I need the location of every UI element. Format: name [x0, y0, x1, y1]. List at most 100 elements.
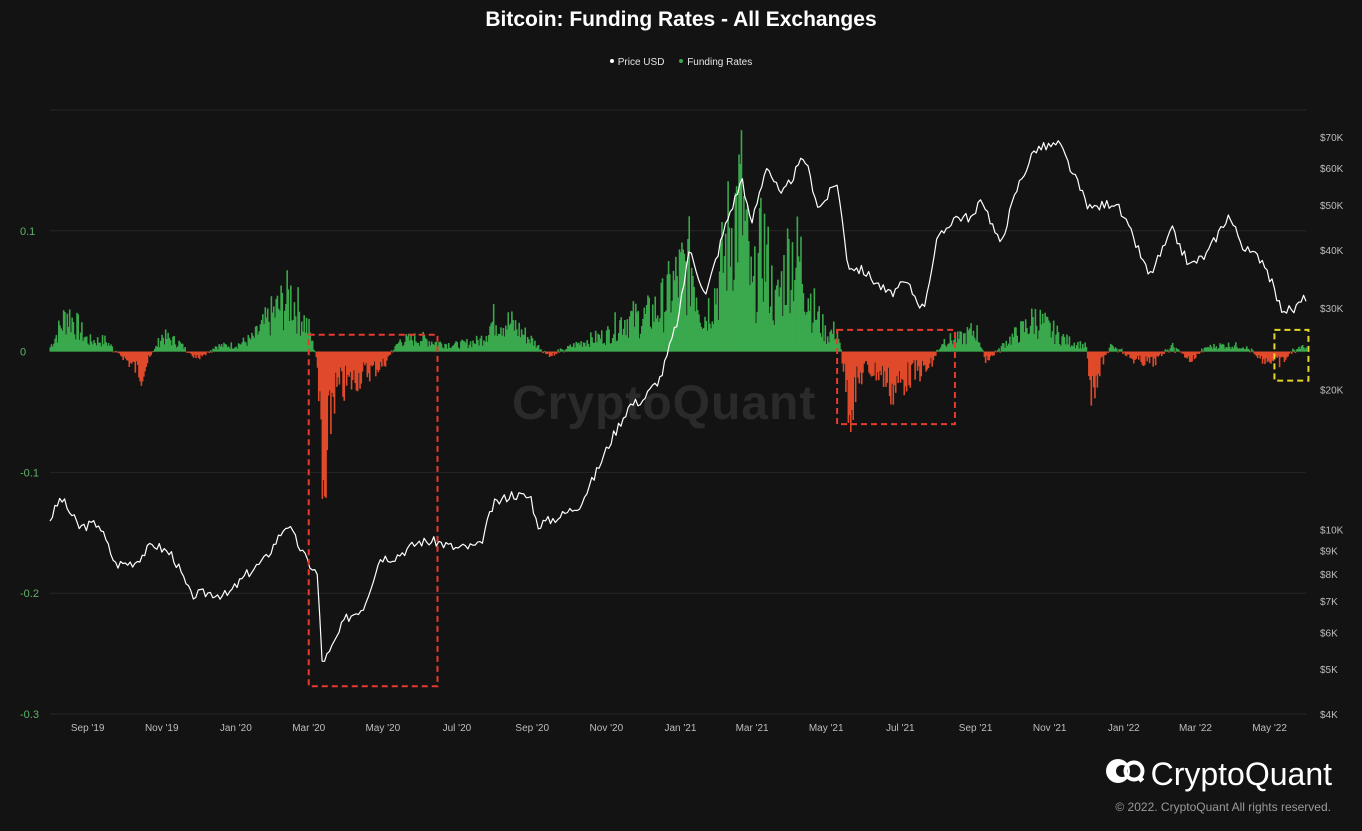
funding-bar	[185, 351, 188, 353]
funding-bar	[1141, 351, 1144, 365]
funding-bar	[660, 282, 663, 352]
funding-bar	[1004, 347, 1006, 352]
funding-bar	[817, 311, 819, 352]
y-right-tick-label: $5K	[1320, 665, 1338, 676]
funding-bar	[1221, 343, 1224, 352]
funding-bar	[1261, 351, 1264, 364]
funding-bar	[599, 338, 602, 352]
funding-bar	[1188, 351, 1191, 362]
funding-bar	[592, 342, 595, 352]
funding-bar	[811, 332, 813, 352]
funding-bar	[1236, 347, 1238, 352]
funding-bar	[62, 310, 65, 352]
funding-bar	[327, 351, 330, 396]
funding-bar	[355, 351, 358, 391]
funding-bar	[740, 130, 743, 352]
funding-bar	[729, 266, 732, 352]
funding-bar	[541, 351, 544, 353]
funding-bar	[93, 340, 95, 352]
funding-bar	[236, 348, 239, 352]
funding-bar	[843, 351, 846, 364]
funding-bar	[427, 346, 429, 352]
funding-bar	[1111, 344, 1113, 352]
funding-bar	[320, 351, 322, 420]
funding-bar	[638, 338, 641, 352]
funding-bar	[1266, 351, 1269, 363]
funding-bar	[1120, 348, 1123, 352]
funding-bar	[124, 351, 127, 359]
funding-bar	[871, 351, 874, 377]
funding-bar	[659, 318, 661, 352]
legend-item-price[interactable]: Price USD	[609, 57, 664, 68]
funding-bar	[655, 318, 658, 352]
funding-bar	[466, 339, 468, 352]
funding-bar	[258, 331, 261, 352]
funding-bar	[1021, 321, 1023, 352]
funding-bar	[1153, 351, 1156, 359]
funding-bar	[789, 313, 791, 352]
funding-bar	[461, 339, 463, 352]
funding-bar	[1283, 351, 1286, 362]
funding-bar	[1039, 309, 1042, 352]
funding-bar	[213, 349, 216, 352]
funding-bar	[1018, 341, 1021, 352]
funding-bar	[1146, 351, 1148, 362]
funding-bar	[590, 332, 592, 352]
funding-bar	[947, 344, 949, 352]
funding-bar	[803, 311, 806, 352]
funding-bar	[728, 227, 731, 352]
funding-bar	[381, 351, 383, 367]
funding-bar	[577, 342, 580, 352]
funding-bar	[1233, 345, 1236, 352]
y-right-tick-label: $7K	[1320, 597, 1338, 608]
funding-bar	[1182, 351, 1185, 354]
funding-bar	[769, 306, 772, 352]
funding-bar	[66, 313, 69, 352]
funding-bar	[1055, 334, 1057, 352]
funding-bar	[61, 330, 64, 352]
funding-bar	[480, 335, 483, 352]
x-tick-label: Jan '21	[664, 723, 696, 734]
funding-bar	[50, 344, 53, 352]
funding-bar	[582, 342, 585, 352]
funding-bar	[1054, 343, 1056, 352]
funding-bar	[1239, 348, 1242, 352]
funding-bar	[241, 342, 244, 352]
funding-bar	[1211, 348, 1214, 352]
funding-bar	[1114, 347, 1117, 352]
price-line-group	[49, 140, 1307, 662]
funding-bar	[73, 334, 76, 352]
funding-bar	[778, 296, 780, 352]
funding-bar	[643, 307, 646, 352]
funding-bar	[377, 351, 380, 373]
chart-title: Bitcoin: Funding Rates - All Exchanges	[485, 8, 877, 31]
funding-bar	[123, 351, 126, 357]
funding-bar	[489, 326, 491, 352]
funding-bar	[68, 309, 71, 352]
funding-bar	[153, 348, 156, 352]
funding-bar	[356, 351, 359, 392]
funding-bar	[982, 350, 984, 352]
funding-bar	[262, 314, 264, 352]
y-left-tick-label: 0.1	[20, 226, 35, 238]
funding-bar	[771, 265, 773, 352]
funding-bar	[457, 347, 460, 352]
funding-bar	[560, 349, 563, 352]
highlight-box-1	[307, 333, 439, 688]
funding-bar	[1196, 351, 1198, 354]
funding-bar	[184, 347, 186, 352]
funding-bar	[1269, 351, 1271, 363]
funding-bar	[293, 302, 296, 352]
funding-bar	[1092, 351, 1095, 388]
legend-item-funding[interactable]: Funding Rates	[679, 57, 752, 68]
funding-bar	[226, 347, 229, 352]
cryptoquant-logo-icon	[1105, 755, 1145, 792]
funding-bar	[864, 351, 867, 362]
funding-bar	[164, 329, 167, 352]
funding-bar	[881, 351, 884, 366]
funding-bar	[1056, 325, 1059, 352]
funding-bar	[196, 351, 199, 356]
funding-bars	[49, 130, 1308, 499]
funding-bar	[218, 344, 220, 352]
funding-bar	[681, 242, 683, 352]
